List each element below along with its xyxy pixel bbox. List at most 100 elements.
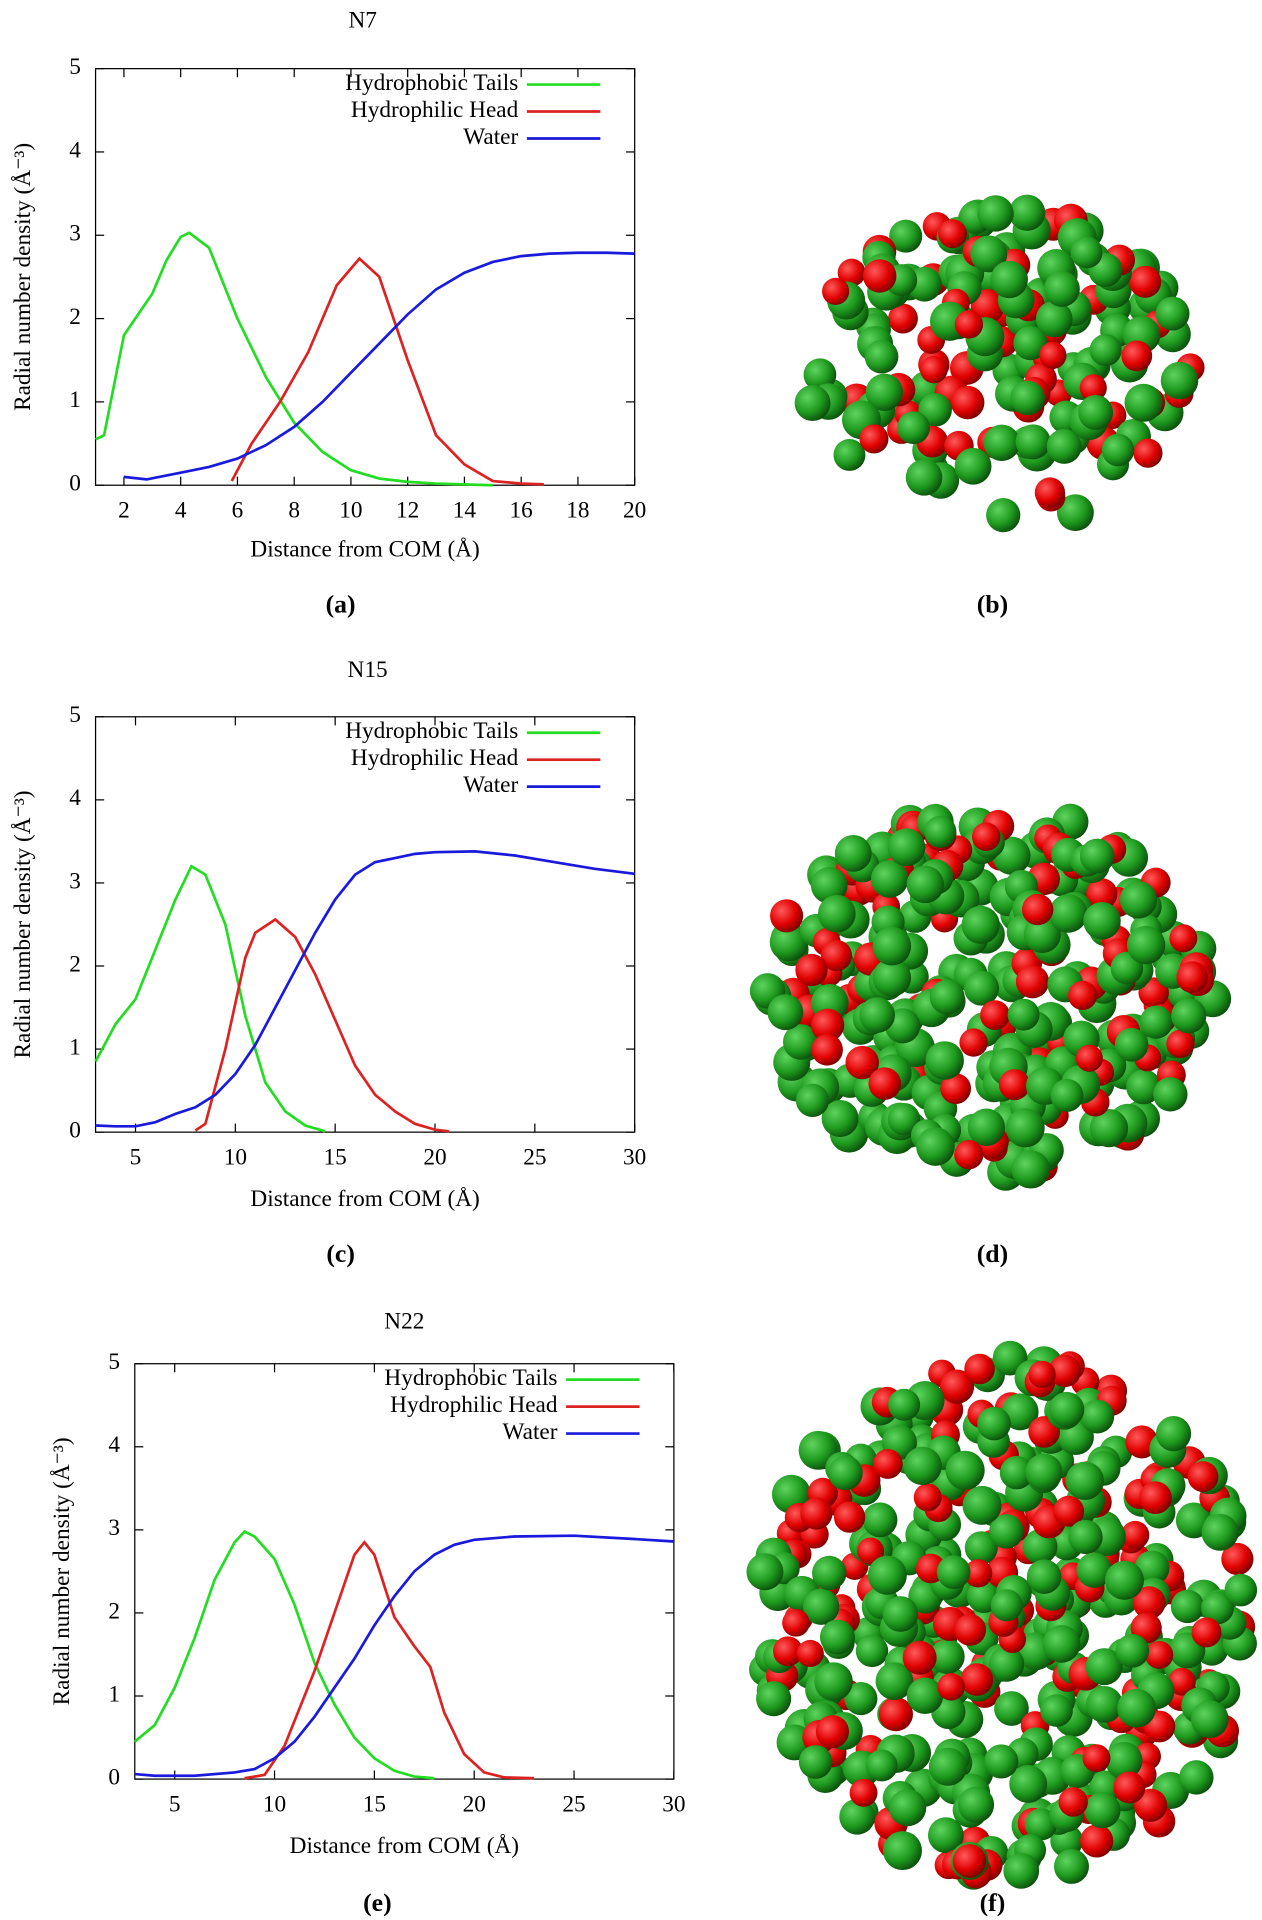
carbon-atom (875, 1662, 914, 1701)
carbon-atom (924, 815, 957, 848)
panel-caption: (d) (977, 1239, 1008, 1268)
oxygen-atom (849, 1778, 878, 1807)
oxygen-atom (940, 1073, 972, 1105)
carbon-atom (1117, 1688, 1156, 1728)
carbon-atom (855, 1634, 889, 1668)
carbon-atom (1009, 1765, 1048, 1803)
carbon-atom (1013, 325, 1048, 361)
oxygen-atom (920, 355, 948, 384)
oxygen-atom (1139, 1481, 1172, 1515)
carbon-atom (1083, 902, 1121, 940)
x-tick-label: 25 (523, 1144, 546, 1170)
carbon-atom (802, 1588, 840, 1625)
carbon-atom (1008, 194, 1046, 231)
carbon-atom (1078, 394, 1114, 430)
x-axis-label: Distance from COM (Å) (290, 1833, 519, 1859)
oxygen-atom (1079, 374, 1107, 402)
carbon-atom (1104, 1560, 1144, 1600)
y-tick-label: 2 (108, 1598, 120, 1624)
carbon-atom (812, 1555, 847, 1591)
x-tick-label: 12 (396, 498, 419, 524)
x-tick-label: 10 (263, 1791, 286, 1817)
carbon-atom (927, 1817, 964, 1854)
y-tick-label: 3 (69, 868, 81, 894)
plot-frame (94, 68, 636, 486)
y-tick-label: 5 (69, 702, 81, 728)
oxygen-atom (939, 1369, 975, 1404)
carbon-atom (1035, 300, 1073, 338)
carbon-atom (906, 1677, 944, 1714)
oxygen-atom (862, 259, 897, 293)
plot-frame (94, 716, 636, 1133)
carbon-atom (999, 1455, 1034, 1490)
carbon-atom (1042, 1625, 1081, 1663)
oxygen-atom (872, 1449, 903, 1479)
y-tick-label: 3 (108, 1515, 120, 1541)
carbon-atom (967, 1108, 1006, 1146)
carbon-atom (803, 358, 837, 392)
carbon-atom (834, 835, 872, 872)
carbon-atom (814, 1662, 853, 1701)
carbon-atom (1079, 838, 1115, 874)
oxygen-atom (1167, 1667, 1196, 1696)
oxygen-atom (1187, 1461, 1219, 1493)
oxygen-atom (1121, 1520, 1150, 1550)
carbon-atom (916, 1127, 955, 1166)
carbon-atom (957, 1786, 995, 1823)
carbon-atom (1201, 1591, 1234, 1625)
oxygen-atom (964, 1559, 993, 1588)
oxygen-atom (856, 1537, 885, 1565)
oxygen-atom (1021, 893, 1054, 926)
carbon-atom (1040, 1694, 1073, 1727)
carbon-atom (746, 1553, 784, 1591)
carbon-atom (897, 411, 930, 445)
data-line (230, 256, 544, 486)
x-tick-label: 5 (169, 1791, 181, 1817)
carbon-atom (1048, 894, 1088, 933)
carbon-atom (1201, 1513, 1239, 1551)
carbon-atom (994, 1691, 1029, 1726)
x-tick-label: 25 (562, 1791, 585, 1817)
carbon-atom (817, 894, 856, 933)
oxygen-atom (822, 277, 850, 305)
carbon-atom (961, 905, 1000, 944)
data-line (94, 231, 493, 487)
chart-title: N7 (348, 7, 376, 33)
legend-label: Water (503, 1419, 558, 1445)
x-tick-label: 15 (363, 1791, 386, 1817)
oxygen-atom (1166, 1029, 1195, 1058)
y-tick-label: 2 (69, 951, 81, 977)
carbon-atom (977, 195, 1014, 232)
carbon-atom (1068, 1519, 1103, 1555)
carbon-atom (1080, 1399, 1115, 1434)
oxygen-atom (999, 1069, 1030, 1101)
y-tick-label: 5 (69, 54, 81, 80)
carbon-atom (977, 1406, 1011, 1441)
x-tick-label: 10 (339, 498, 362, 524)
oxygen-atom (980, 1000, 1010, 1031)
carbon-atom (1025, 1453, 1063, 1491)
carbon-atom (859, 997, 895, 1033)
carbon-atom (903, 1446, 942, 1486)
oxygen-atom (960, 1663, 994, 1696)
carbon-atom (844, 1682, 878, 1716)
panel-caption: (b) (977, 589, 1008, 618)
carbon-atom (1124, 383, 1163, 422)
carbon-atom (1026, 1559, 1062, 1594)
carbon-atom (839, 1798, 876, 1835)
data-line (133, 1529, 435, 1780)
molecule-image (746, 1340, 1258, 1890)
carbon-atom (906, 865, 945, 904)
oxygen-atom (1132, 1586, 1166, 1620)
molecule-image (749, 803, 1232, 1191)
carbon-atom (1160, 361, 1199, 400)
x-tick-label: 30 (623, 1144, 646, 1170)
carbon-atom (1011, 1150, 1050, 1189)
oxygen-atom (1067, 980, 1098, 1011)
carbon-atom (925, 1041, 964, 1080)
x-tick-label: 10 (224, 1144, 247, 1170)
carbon-atom (1023, 915, 1061, 954)
carbon-atom (1003, 1852, 1040, 1889)
oxygen-atom (868, 1067, 901, 1100)
